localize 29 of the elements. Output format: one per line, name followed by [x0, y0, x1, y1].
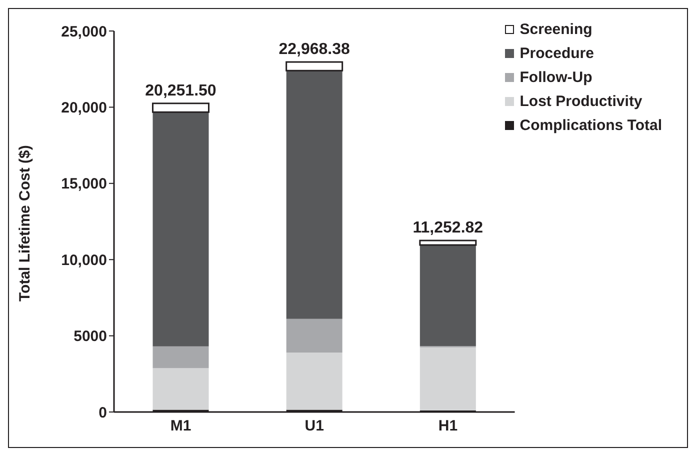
bar — [152, 112, 209, 346]
bar — [419, 240, 477, 246]
bar — [286, 61, 344, 72]
legend-label: Follow-Up — [520, 68, 592, 86]
total-label: 22,968.38 — [278, 40, 350, 58]
y-tick-label: 0 — [98, 404, 107, 422]
legend-label: Complications Total — [520, 116, 662, 134]
legend-label: Procedure — [520, 44, 594, 62]
x-tick-label: H1 — [438, 418, 458, 435]
x-tick-label: U1 — [304, 418, 324, 435]
bar — [420, 244, 476, 346]
y-tick-label: 15,000 — [61, 176, 107, 193]
y-tick-label: 25,000 — [61, 23, 107, 40]
bar — [286, 318, 342, 353]
total-label: 11,252.82 — [412, 220, 484, 237]
bar — [152, 368, 209, 410]
y-tick-label: 20,000 — [61, 100, 107, 117]
x-tick-label: M1 — [170, 418, 192, 435]
bar — [152, 102, 210, 113]
legend-label: Lost Productivity — [520, 92, 642, 110]
total-label: 20,251.50 — [145, 82, 216, 100]
y-tick-label: 10,000 — [61, 252, 107, 269]
bar — [152, 346, 209, 368]
bar — [286, 70, 342, 319]
legend-label: Screening — [520, 20, 592, 38]
bar — [420, 347, 476, 410]
y-axis-title: Total Lifetime Cost ($) — [16, 145, 34, 302]
y-tick-label: 5000 — [74, 328, 107, 346]
bar — [286, 352, 342, 410]
